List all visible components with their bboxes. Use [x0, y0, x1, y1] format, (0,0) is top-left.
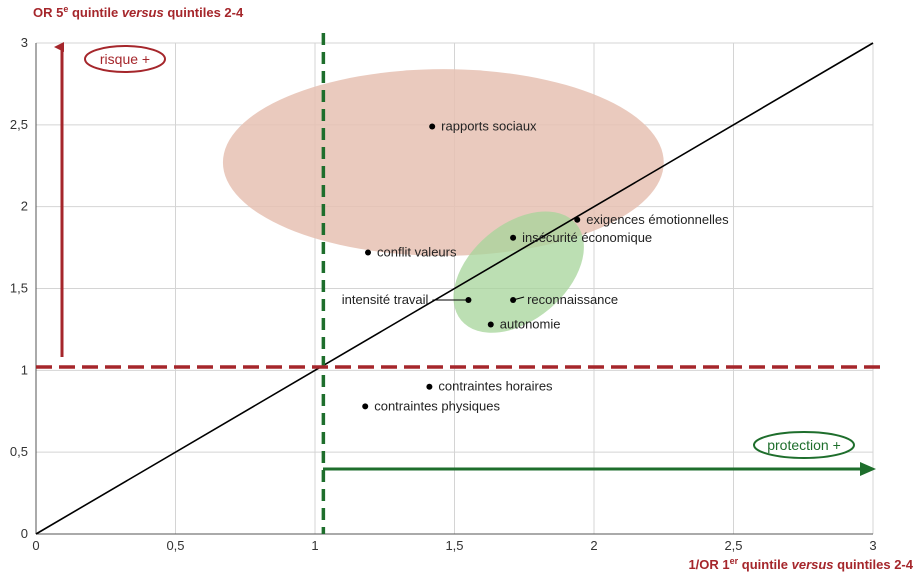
- point-label: conflit valeurs: [377, 244, 457, 259]
- x-tick-label: 2: [590, 538, 597, 553]
- point-label: intensité travail: [342, 292, 429, 307]
- y-tick-label: 2: [21, 199, 28, 214]
- protective-factors-zone: [453, 211, 584, 333]
- protection-arrow-head: [860, 462, 876, 476]
- data-point: [487, 321, 494, 328]
- x-tick-label: 0: [32, 538, 39, 553]
- protection-annotation: protection +: [323, 431, 876, 476]
- risk-label: risque +: [100, 51, 150, 67]
- risk-badge: [84, 45, 166, 73]
- point-label: reconnaissance: [527, 292, 618, 307]
- tick-labels: 0 0,5 1 1,5 2 2,5 3 0 0,5 1 1,5 2 2,5 3: [10, 35, 877, 553]
- data-point: [429, 123, 436, 130]
- point-label: contraintes physiques: [374, 398, 500, 413]
- axes: [35, 43, 873, 535]
- x-tick-label: 0,5: [166, 538, 184, 553]
- point-label: contraintes horaires: [438, 379, 553, 394]
- y-tick-label: 1: [21, 362, 28, 377]
- x-tick-label: 1: [311, 538, 318, 553]
- point-label: autonomie: [500, 317, 561, 332]
- leader-line: [512, 296, 525, 301]
- x-tick-label: 2,5: [724, 538, 742, 553]
- y-axis-title: OR 5e quintile versus quintiles 2-4: [33, 4, 244, 20]
- point-label: rapports sociaux: [441, 118, 537, 133]
- y-tick-label: 0,5: [10, 444, 28, 459]
- protection-badge: [753, 431, 855, 459]
- data-points: rapports sociaux exigences émotionnelles i…: [342, 118, 729, 413]
- reference-lines: [35, 33, 880, 535]
- y-tick-label: 3: [21, 35, 28, 50]
- data-point: [365, 249, 372, 256]
- point-label: insécurité économique: [522, 230, 652, 245]
- y-tick-label: 0: [21, 526, 28, 541]
- y-tick-label: 1,5: [10, 281, 28, 296]
- x-tick-label: 1,5: [445, 538, 463, 553]
- data-point: [362, 403, 369, 410]
- diagonal-line: [35, 42, 874, 535]
- data-point: [426, 383, 433, 390]
- social-risk-zone: [222, 69, 664, 256]
- data-point: [574, 216, 581, 223]
- protection-label: protection +: [767, 437, 841, 453]
- data-point: [510, 234, 517, 241]
- y-tick-label: 2,5: [10, 117, 28, 132]
- x-tick-label: 3: [869, 538, 876, 553]
- risk-annotation: risque +: [54, 42, 166, 357]
- x-axis-title: 1/OR 1er quintile versus quintiles 2-4: [688, 556, 913, 572]
- point-label: exigences émotionnelles: [586, 212, 729, 227]
- highlight-zones: [222, 69, 664, 333]
